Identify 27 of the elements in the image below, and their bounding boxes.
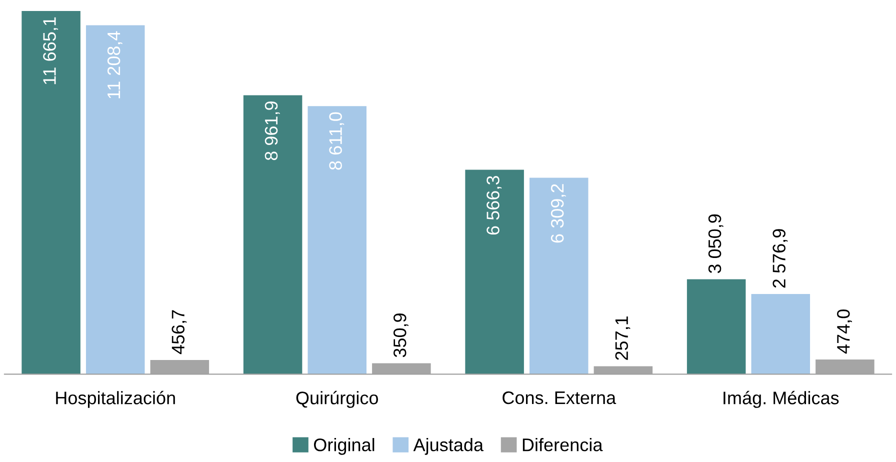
data-label: 11 208,4 xyxy=(107,31,122,98)
x-tick-label: Hospitalización xyxy=(56,390,175,408)
bar xyxy=(529,178,588,374)
data-label: 3 050,9 xyxy=(708,214,724,274)
data-label: 350,9 xyxy=(393,314,408,358)
bar xyxy=(465,170,524,374)
x-tick-label: Imág. Médicas xyxy=(724,390,839,408)
data-label: 257,1 xyxy=(615,316,630,360)
data-label: 456,7 xyxy=(172,310,187,354)
legend-label: Original xyxy=(314,438,374,455)
data-label: 2 576,9 xyxy=(772,229,788,288)
legend-label: Diferencia xyxy=(522,438,603,452)
data-label: 474,0 xyxy=(837,310,852,354)
data-label: 8 611,0 xyxy=(329,112,344,170)
data-label: 11 665,1 xyxy=(43,17,58,84)
legend-label: Ajustada xyxy=(413,438,484,455)
bar xyxy=(86,25,145,374)
data-label: 6 309,2 xyxy=(550,184,566,243)
data-label: 8 961,9 xyxy=(264,102,280,160)
bar xyxy=(308,106,367,374)
bar xyxy=(243,95,302,374)
x-tick-label: Cons. Externa xyxy=(502,391,616,404)
bar xyxy=(751,294,810,374)
bar xyxy=(22,11,80,374)
data-label: 6 566,3 xyxy=(486,176,502,235)
x-tick-label: Quirúrgico xyxy=(296,390,378,408)
bar xyxy=(686,279,746,374)
